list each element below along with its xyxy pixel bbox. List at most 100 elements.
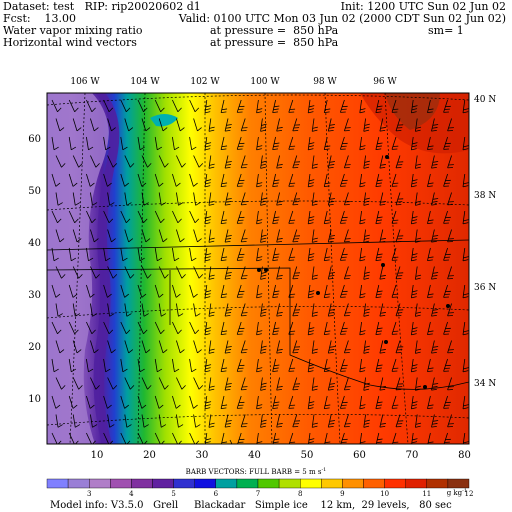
wind-barb [256,173,263,188]
colorbar-swatch [405,478,428,489]
colorbar-swatch [152,478,174,489]
wind-barb [236,210,245,224]
x-index-label: 50 [301,450,314,461]
wind-barb [55,155,66,168]
wind-barb [90,229,99,243]
wind-barb [344,266,351,280]
wind-barb [359,136,366,151]
wind-barb [193,192,201,206]
wind-barb [193,303,201,317]
colorbar-labels: 3 4 5 6 7 8 9 10 11 12 [87,490,473,498]
wind-barb [363,118,370,132]
wind-barb [51,321,62,335]
wind-barb [323,395,331,410]
model-info: Model info: V3.5.0 Grell Blackadar Simpl… [50,500,452,511]
wind-barb [272,395,280,410]
wind-barb [236,432,245,444]
wind-barb [90,377,100,390]
wind-barb [154,432,165,444]
wind-barb [220,284,228,299]
wind-barb [220,173,228,188]
wind-barb [327,155,336,169]
wind-barb [344,414,351,428]
wind-barb [414,118,422,132]
wind-barb [292,229,301,243]
init-time: Init: 1200 UTC Sun 02 Jun 02 [340,0,506,13]
wind-barb [462,210,469,225]
wind-barb [375,210,383,225]
colorbar-swatch [46,478,69,489]
wind-barb [410,321,418,336]
wind-barb [443,247,451,261]
colorbar-swatch [131,478,153,489]
x-index-label: 70 [406,450,419,461]
wind-barb [375,136,383,151]
wind-barb [292,414,301,428]
wind-barb [427,136,434,151]
wind-barb [307,136,315,151]
wind-barb [137,321,148,335]
moist-pocket [150,114,178,127]
wind-barb [124,340,134,354]
wind-barb [431,192,439,206]
wind-barb [375,247,383,262]
wind-barb [107,266,118,279]
lat-lon-grid [47,93,469,444]
wind-barb [158,414,167,428]
wind-barb [137,136,145,151]
wind-barb [359,395,366,410]
wind-barb [224,340,232,354]
wind-barb [323,284,331,299]
wind-barb [124,118,134,132]
wind-barb [363,340,370,354]
wind-barb [327,192,336,206]
wind-barb [395,266,404,280]
y-index-label: 10 [28,394,41,405]
dry-air-region [47,93,109,444]
wind-barb [55,229,65,243]
wind-barb [307,284,315,299]
wind-barb [124,229,134,243]
wind-barb [86,173,95,187]
wind-barb [68,99,79,113]
latitude-label: 34 N [474,379,496,389]
wind-barb [189,321,200,335]
colorbar-tick-label: 11 [422,490,431,498]
valid-time: Valid: 0100 UTC Mon 03 Jun 02 (2000 CDT … [178,12,506,25]
wind-barb [55,118,65,132]
colorbar-swatch [236,478,259,489]
wind-barb [327,377,336,391]
wind-barb [103,395,112,409]
colorbar-swatch [278,478,301,489]
wind-barb [240,118,248,132]
wind-barb [224,414,232,428]
wind-barb [193,340,202,354]
wind-barb [260,377,267,391]
smoothing-label: sm= 1 [428,24,464,37]
wind-barb [236,395,245,409]
wind-barb [55,303,63,317]
wind-barb [141,118,151,132]
wind-barb [292,303,301,317]
wind-barb [414,266,422,280]
wind-barb [189,284,198,298]
wind-barb [391,321,399,335]
wind-barb [272,173,280,188]
wind-barb [72,377,83,390]
wind-barb [288,432,296,444]
wind-barb [120,284,130,298]
wind-barb [447,414,454,428]
wind-barb [272,321,280,336]
wind-barb [427,210,434,225]
wind-barb [311,118,318,132]
wind-barb [391,173,399,187]
wind-barb [124,266,135,279]
wind-barb [103,247,111,262]
colorbar-swatch [384,478,406,489]
colorbar-swatch [342,478,364,489]
wind-barb [443,173,451,187]
wind-barb [224,377,232,391]
wind-barb [307,210,315,225]
wind-barb [410,99,418,114]
wind-barb [141,340,151,354]
